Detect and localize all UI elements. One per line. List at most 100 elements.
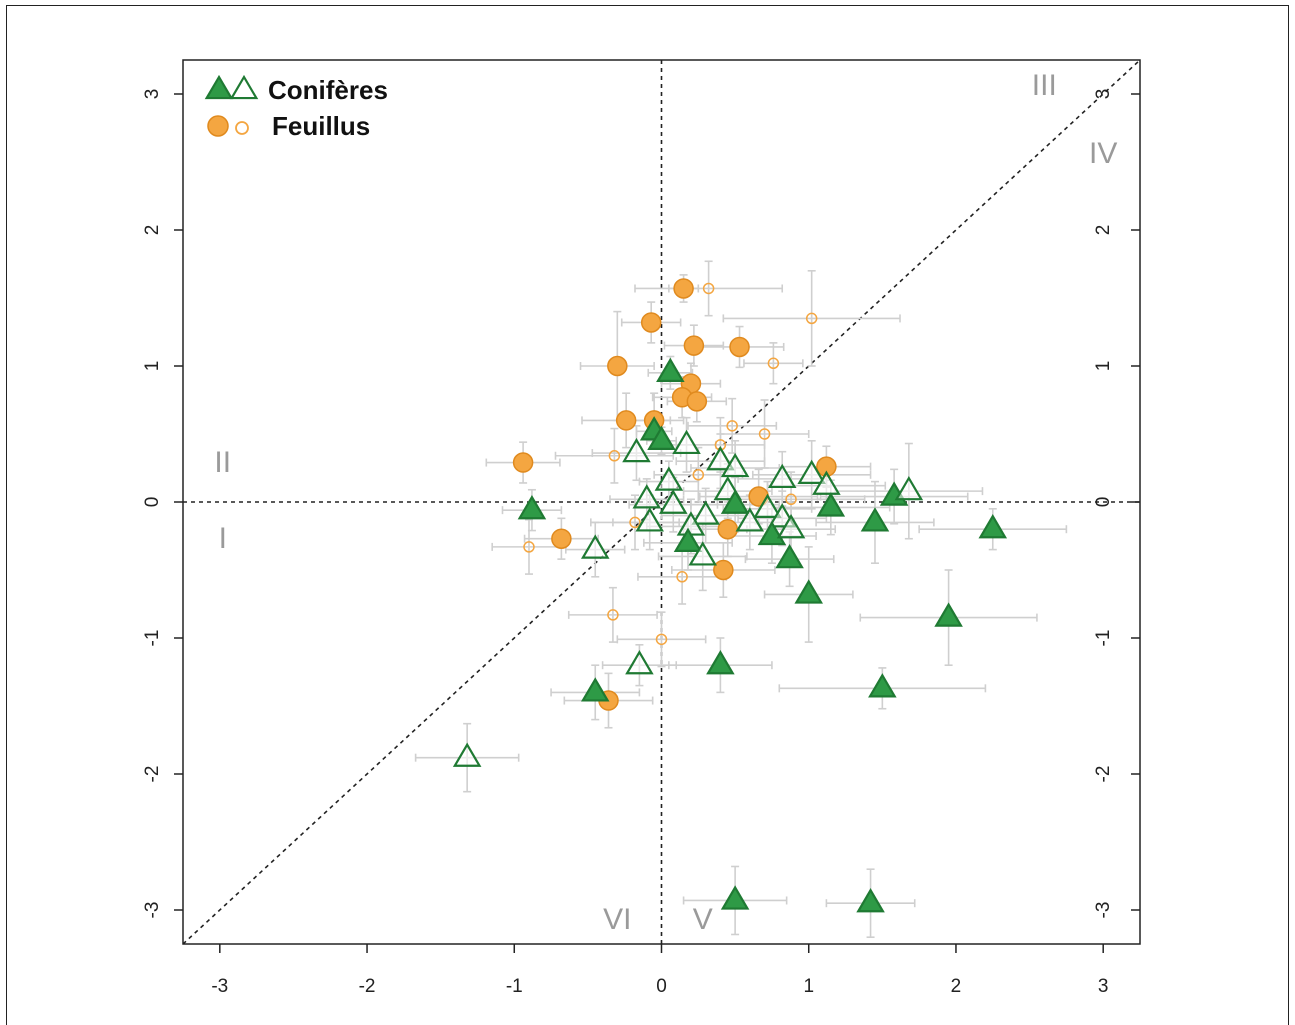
x-tick-label: 1 [803,976,814,997]
conifer-filled-point [934,602,963,627]
broadleaf-filled-point [512,452,534,473]
conifer-open-point [622,437,651,463]
broadleaf-open-point [805,312,818,325]
conifer-open-point [632,484,662,509]
legend-label-coniferes: Conifères [268,75,388,105]
broadleaf-open-point [676,571,688,583]
x-tick-label: -2 [359,976,376,997]
conifer-open-point [672,429,701,455]
conifer-open-point [580,534,610,559]
conifer-filled-point [720,489,750,514]
conifer-filled-point [580,677,610,702]
broadleaf-open-point [767,357,780,370]
y-tick-label-right: -1 [1093,630,1114,647]
conifer-open-point [812,470,841,495]
conifer-filled-point [720,885,750,910]
conifer-open-point [735,507,765,532]
y-tick-label-right: 1 [1093,361,1114,372]
y-tick-label-left: 3 [142,89,163,100]
broadleaf-open-point [607,609,619,621]
y-tick-label-right: 3 [1093,89,1114,100]
conifer-open-point [654,466,684,491]
y-tick-label-right: -3 [1093,902,1114,919]
error-bars [414,260,1068,939]
conifer-open-point [659,489,688,514]
y-tick-label-left: 0 [142,497,163,508]
broadleaf-open-point [692,469,705,481]
broadleaf-open-point [702,282,715,295]
broadleaf-filled-point [686,391,708,412]
conifer-open-point [720,452,750,478]
broadleaf-filled-point [683,335,705,356]
y-tick-label-right: 0 [1093,497,1114,508]
conifer-filled-point [673,527,703,552]
x-tick-label: 3 [1098,976,1109,997]
broadleaf-filled-point [640,312,662,333]
x-tick-label: 2 [951,976,962,997]
broadleaf-filled-point [713,559,734,581]
conifer-filled-point [517,494,547,520]
axis-ticks: -3 -2 -1 0 1 2 3 -3 -3 -2 -2 -1 -1 0 0 1 1 2 2 3 3 [142,89,1140,997]
y-tick-label-left: -3 [142,902,163,919]
broadleaf-open-point [629,516,641,529]
conifer-filled-point [868,673,897,698]
conifer-filled-point [757,520,787,546]
conifer-open-point [706,446,735,471]
y-tick-label-left: 2 [142,225,163,236]
broadleaf-open-point [608,450,621,462]
broadleaf-open-point [785,493,797,506]
broadleaf-filled-point [729,336,750,358]
x-tick-label: -1 [506,976,523,997]
conifer-open-point [753,493,782,518]
y-tick-label-left: -1 [142,630,163,647]
conifer-open-point [452,742,482,767]
identity-diagonal-line [182,59,1141,945]
legend-filled-circle-icon [207,115,229,137]
legend-filled-triangle-icon [204,74,234,100]
conifer-filled-point [794,579,824,604]
conifer-filled-point [706,650,735,675]
conifer-filled-point [816,492,846,517]
figure-frame [6,5,1289,1025]
conifer-open-point [776,514,806,539]
broadleaf-filled-point [551,528,572,549]
y-tick-label-left: -2 [142,766,163,783]
legend: Conifères Feuillus [204,74,388,141]
conifer-open-point [625,650,654,675]
conifer-open-point [688,541,717,566]
region-label: II [214,446,231,479]
y-tick-label-right: -2 [1093,766,1114,783]
conifer-filled-point [856,888,885,913]
broadleaf-open-point [758,428,771,440]
data-markers [452,278,1008,913]
conifer-open-point [767,463,797,489]
conifer-open-point [691,500,720,525]
region-label: I [219,522,227,555]
broadleaf-filled-point [673,278,694,299]
broadleaf-open-point [523,541,535,553]
y-tick-label-left: 1 [142,361,163,372]
x-tick-label: -3 [211,976,228,997]
conifer-open-point [635,507,664,532]
conifer-open-point [797,459,826,484]
legend-open-triangle-icon [229,74,259,100]
broadleaf-filled-point [607,355,628,377]
conifer-filled-point [860,507,890,532]
legend-open-circle-icon [235,121,249,135]
broadleaf-open-point [726,420,738,432]
region-label: IV [1089,137,1117,170]
region-label: V [693,903,713,936]
region-label: III [1032,69,1057,102]
conifer-filled-point [978,514,1008,539]
reference-lines [182,59,1141,945]
x-tick-label: 0 [656,976,667,997]
broadleaf-open-point [655,633,668,646]
conifer-filled-point [647,425,676,450]
broadleaf-filled-point [615,410,637,431]
y-tick-label-right: 2 [1093,225,1114,236]
conifer-open-point [894,475,924,501]
conifer-filled-point [775,543,804,569]
region-label: VI [603,903,631,936]
broadleaf-filled-point [717,518,739,540]
